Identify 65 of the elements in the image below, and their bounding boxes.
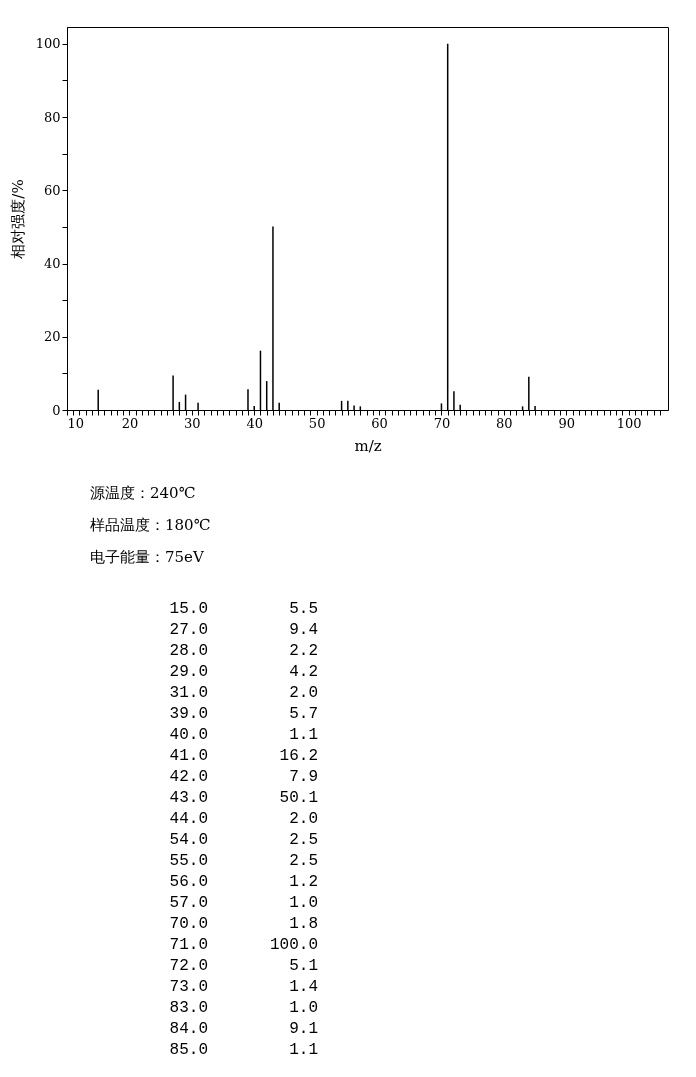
x-axis-title: m/z [354, 436, 382, 455]
category-label: 71.0 [168, 934, 208, 955]
category-label: 41.0 [168, 745, 208, 766]
x-tick-label: 90 [558, 415, 576, 431]
y-tick-label: 0 [52, 402, 61, 418]
category-label: 55.0 [168, 850, 208, 871]
text: 5.7 [289, 704, 318, 723]
x-tick-label: 10 [67, 415, 85, 431]
text: 4.2 [289, 662, 318, 681]
text: 2.5 [289, 851, 318, 870]
y-tick-label: 60 [43, 182, 61, 198]
text: 16.2 [279, 746, 318, 765]
category-label: 43.0 [168, 787, 208, 808]
text: 样品温度：180℃ [90, 516, 211, 536]
y-tick-label: 40 [43, 256, 61, 272]
category-label: 54.0 [168, 829, 208, 850]
y-tick-label: 100 [35, 36, 61, 52]
text: 7.9 [289, 767, 318, 786]
x-tick-label: 50 [308, 415, 326, 431]
text: 1.2 [289, 872, 318, 891]
category-label: 15.0 [168, 598, 208, 619]
text: 1.0 [289, 998, 318, 1017]
category-label: 42.0 [168, 766, 208, 787]
category-label: 44.0 [168, 808, 208, 829]
y-tick-label: 20 [43, 329, 61, 345]
category-label: 73.0 [168, 976, 208, 997]
text: 50.1 [279, 788, 318, 807]
text: 1.8 [289, 914, 318, 933]
x-tick-label: 30 [184, 415, 201, 431]
text: 1.0 [289, 893, 318, 912]
text: 9.4 [289, 620, 318, 639]
category-label: 31.0 [168, 682, 208, 703]
x-tick-label: 40 [246, 415, 263, 431]
text: 9.1 [289, 1019, 318, 1038]
category-label: 29.0 [168, 661, 208, 682]
x-tick-label: 100 [616, 415, 642, 431]
x-tick-label: 60 [371, 415, 388, 431]
y-tick-label: 80 [43, 109, 61, 125]
text: 2.2 [289, 641, 318, 660]
text: 2.0 [289, 683, 318, 702]
x-tick-label: 80 [496, 415, 513, 431]
text: 5.1 [289, 956, 318, 975]
text: 2.5 [289, 830, 318, 849]
text: 2.0 [289, 809, 318, 828]
category-label: 39.0 [168, 703, 208, 724]
category-label: 56.0 [168, 871, 208, 892]
category-label: 84.0 [168, 1018, 208, 1039]
category-label: 70.0 [168, 913, 208, 934]
text: 1.4 [289, 977, 318, 996]
category-label: 27.0 [168, 619, 208, 640]
text: 1.1 [289, 725, 318, 744]
text: 5.5 [289, 599, 318, 618]
text: 100.0 [269, 935, 318, 954]
x-tick-label: 20 [121, 415, 139, 431]
category-label: 83.0 [168, 997, 208, 1018]
category-label: 72.0 [168, 955, 208, 976]
text: 1.1 [289, 1040, 318, 1059]
x-tick-label: 70 [433, 415, 451, 431]
category-label: 85.0 [168, 1039, 208, 1060]
category-label: 28.0 [168, 640, 208, 661]
category-label: 57.0 [168, 892, 208, 913]
y-axis-title: 相对强度/% [8, 179, 27, 259]
category-label: 40.0 [168, 724, 208, 745]
text: 源温度：240℃ [90, 484, 197, 504]
text: 电子能量：75eV [90, 548, 205, 568]
